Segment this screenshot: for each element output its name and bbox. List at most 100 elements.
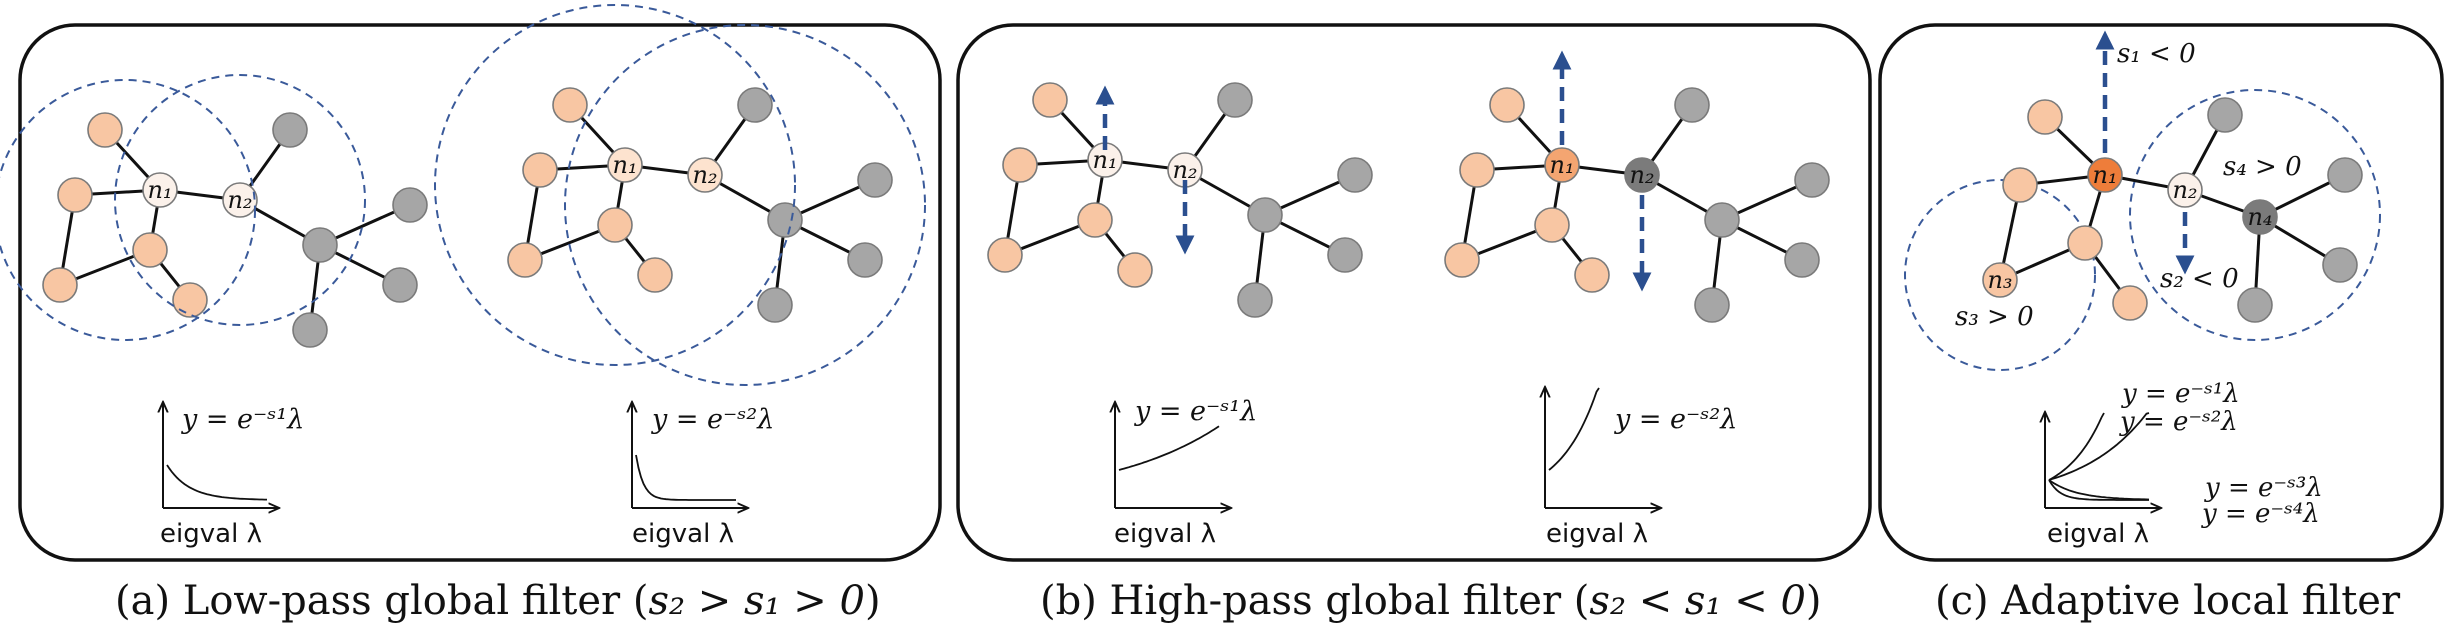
b-left-node-l3 (1077, 202, 1113, 238)
a-right-filter-label: y = e⁻ˢ²λ (651, 404, 774, 435)
b-right-node-g3 (1794, 162, 1830, 198)
a-left-filter-label: y = e⁻ˢ¹λ (181, 404, 304, 435)
b-left-label-n2: n₂ (1172, 156, 1197, 184)
b-left-plot-filter-curve (1118, 425, 1220, 471)
b-right-plot-filter-curve (1548, 387, 1600, 471)
a-left-node-g1 (302, 227, 338, 263)
a-left-plot-filter-curve (166, 464, 267, 501)
b-right-node-l1 (1489, 87, 1525, 123)
c-plot-s3-filter-curve (2048, 479, 2150, 501)
c-node-l1 (2027, 99, 2063, 135)
b-right-node-n2 (1624, 157, 1660, 193)
panel-a-frame (18, 23, 942, 562)
c-plot-s4-filter-curve (2048, 479, 2149, 501)
a-right-node-g1 (767, 202, 803, 238)
c-sign-s4: s₄ > 0 (2223, 152, 2302, 182)
a-left-node-n1 (142, 172, 178, 208)
c-node-n2 (2167, 172, 2203, 208)
c-sign-s1: s₁ < 0 (2117, 39, 2196, 69)
c-sign-s2: s₂ < 0 (2160, 264, 2239, 294)
c-receptive-field-n3 (1904, 179, 2096, 371)
a-right-receptive-field-2 (564, 24, 926, 386)
a-left-node-l2 (57, 177, 93, 213)
a-left-label-n2: n₂ (227, 186, 252, 214)
c-node-g3 (2327, 157, 2363, 193)
b-right-node-n1 (1544, 147, 1580, 183)
b-right-node-g1 (1704, 202, 1740, 238)
b-right-node-l5 (1574, 257, 1610, 293)
panel-c-frame (1878, 23, 2444, 562)
c-plot-s2-filter-curve (2048, 412, 2150, 481)
a-left-xlabel: eigval λ (160, 519, 262, 549)
b-right-node-g5 (1694, 287, 1730, 323)
a-left-receptive-field-2 (114, 74, 366, 326)
a-left-node-l4 (42, 267, 78, 303)
caption-a: (a) Low-pass global filter (s₂ > s₁ > 0) (115, 578, 881, 624)
c-filter-label-1: y = e⁻ˢ¹λ (2121, 379, 2240, 409)
b-right-node-l2 (1459, 152, 1495, 188)
caption-c: (c) Adaptive local filter (1935, 578, 2401, 624)
b-left-filter-label: y = e⁻ˢ¹λ (1134, 396, 1257, 427)
a-left-node-g4 (382, 267, 418, 303)
c-label-n1: n₁ (2092, 161, 2117, 189)
c-node-g4 (2322, 247, 2358, 283)
b-right-node-g4 (1784, 242, 1820, 278)
c-label-n2: n₂ (2172, 176, 2197, 204)
b-left-xlabel: eigval λ (1114, 519, 1216, 549)
a-right-node-g5 (757, 287, 793, 323)
c-filter-label-3: y = e⁻ˢ³λ (2204, 473, 2323, 503)
a-left-node-g5 (292, 312, 328, 348)
c-node-l5 (2112, 285, 2148, 321)
b-right-label-n2: n₂ (1629, 161, 1654, 189)
a-right-label-n2: n₂ (692, 161, 717, 189)
caption-b: (b) High-pass global filter (s₂ < s₁ < 0… (1040, 578, 1822, 624)
b-right-node-g2 (1674, 87, 1710, 123)
a-left-node-l5 (172, 282, 208, 318)
a-right-label-n1: n₁ (612, 151, 637, 179)
a-right-receptive-field-1 (434, 4, 796, 366)
b-left-node-g3 (1337, 157, 1373, 193)
b-left-node-l5 (1117, 252, 1153, 288)
b-right-xlabel: eigval λ (1546, 519, 1648, 549)
b-left-node-g5 (1237, 282, 1273, 318)
b-right-label-n1: n₁ (1549, 151, 1574, 179)
c-filter-label-4: y = e⁻ˢ⁴λ (2201, 499, 2320, 529)
b-right-node-l3 (1534, 207, 1570, 243)
a-left-node-g3 (392, 187, 428, 223)
c-label-n3: n₃ (1987, 266, 2012, 294)
c-label-n4: n₄ (2247, 203, 2272, 231)
c-node-l2 (2002, 167, 2038, 203)
c-xlabel: eigval λ (2047, 519, 2149, 549)
a-right-node-g4 (847, 242, 883, 278)
c-receptive-field-n4 (2129, 89, 2381, 341)
a-right-node-n2 (687, 157, 723, 193)
b-left-node-g2 (1217, 82, 1253, 118)
a-left-node-l1 (87, 112, 123, 148)
c-filter-label-2: y = e⁻ˢ²λ (2119, 407, 2238, 437)
b-left-node-l1 (1032, 82, 1068, 118)
a-right-node-n1 (607, 147, 643, 183)
c-node-g5 (2237, 287, 2273, 323)
a-right-node-l4 (507, 242, 543, 278)
a-left-node-g2 (272, 112, 308, 148)
c-node-n1 (2087, 157, 2123, 193)
c-node-l3 (2067, 225, 2103, 261)
a-left-node-l3 (132, 232, 168, 268)
a-right-node-l1 (552, 87, 588, 123)
b-left-node-g1 (1247, 197, 1283, 233)
b-left-node-l4 (987, 237, 1023, 273)
c-node-g2 (2207, 97, 2243, 133)
a-left-label-n1: n₁ (147, 176, 172, 204)
b-right-node-l4 (1444, 242, 1480, 278)
c-node-n4 (2242, 199, 2278, 235)
b-left-node-l2 (1002, 147, 1038, 183)
panel-b-frame (956, 23, 1872, 562)
a-right-node-g3 (857, 162, 893, 198)
a-left-receptive-field-1 (0, 79, 256, 341)
c-node-n3 (1982, 262, 2018, 298)
a-right-node-l2 (522, 152, 558, 188)
b-left-label-n1: n₁ (1092, 146, 1117, 174)
c-plot-s1-filter-curve (2048, 412, 2105, 481)
a-right-node-g2 (737, 87, 773, 123)
